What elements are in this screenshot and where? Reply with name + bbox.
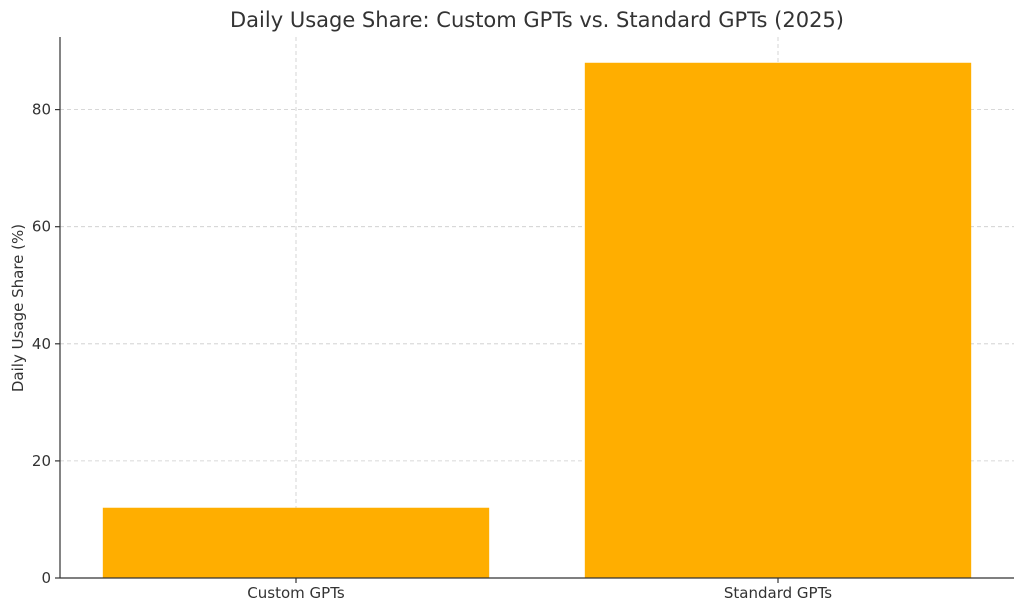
axes — [59, 37, 1014, 579]
x-ticks: Custom GPTs Standard GPTs — [247, 578, 832, 602]
y-tick-label: 60 — [32, 218, 51, 236]
x-tick-label: Standard GPTs — [724, 584, 832, 602]
bar-custom-gpts — [102, 507, 490, 578]
y-tick-label: 0 — [41, 569, 51, 587]
y-tick-label: 40 — [32, 335, 51, 353]
bars — [102, 62, 972, 579]
y-axis-label: Daily Usage Share (%) — [9, 224, 27, 392]
y-tick-label: 80 — [32, 101, 51, 119]
x-tick-label: Custom GPTs — [247, 584, 345, 602]
bar-standard-gpts — [584, 62, 972, 579]
y-ticks: 0 20 40 60 80 — [32, 101, 60, 587]
chart-title: Daily Usage Share: Custom GPTs vs. Stand… — [230, 8, 844, 32]
y-tick-label: 20 — [32, 452, 51, 470]
